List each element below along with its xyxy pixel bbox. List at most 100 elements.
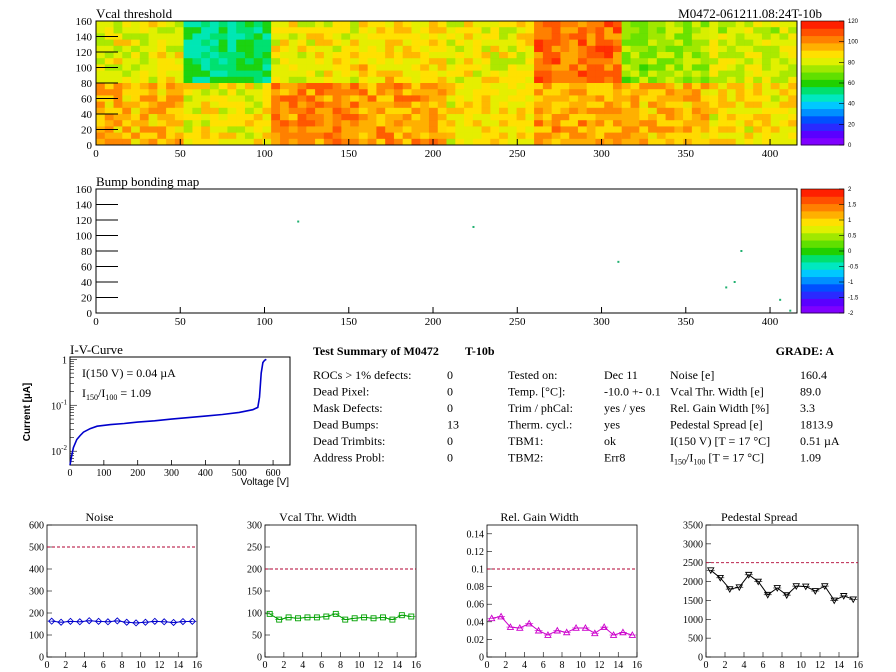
pixel-cell xyxy=(735,126,745,133)
pixel-cell xyxy=(323,138,333,146)
pixel-cell xyxy=(192,45,202,53)
pixel-cell xyxy=(735,27,745,34)
pixel-cell xyxy=(656,76,666,84)
pixel-cell xyxy=(595,101,605,109)
pixel-cell xyxy=(472,138,482,146)
pixel-cell xyxy=(376,58,386,65)
pixel-cell xyxy=(499,64,509,71)
pixel-cell xyxy=(113,52,123,59)
pixel-cell xyxy=(577,132,587,140)
bump-frame xyxy=(95,188,798,314)
pixel-cell xyxy=(192,107,202,115)
pixel-cell xyxy=(201,95,211,102)
pixel-cell xyxy=(428,33,439,40)
pixel-cell xyxy=(358,107,368,115)
pixel-cell xyxy=(551,101,561,109)
pixel-cell xyxy=(209,132,219,140)
pixel-cell xyxy=(297,120,307,127)
pixel-cell xyxy=(280,58,290,65)
pixel-cell xyxy=(464,21,474,28)
y-tick-label: 3500 xyxy=(683,521,703,532)
pixel-cell xyxy=(665,52,675,59)
pixel-cell xyxy=(122,21,132,28)
pixel-cell xyxy=(148,138,158,146)
pixel-cell xyxy=(709,120,719,127)
pixel-cell xyxy=(464,107,474,115)
pixel-cell xyxy=(288,132,298,140)
pixel-cell xyxy=(569,27,579,34)
pixel-cell xyxy=(315,45,325,53)
pixel-cell xyxy=(551,64,561,71)
summary-mid-label: TBM2: xyxy=(508,451,543,465)
pixel-cell xyxy=(542,101,552,109)
pixel-cell xyxy=(656,138,666,146)
pixel-cell xyxy=(376,39,386,47)
pixel-cell xyxy=(350,83,360,90)
pixel-cell xyxy=(385,76,395,84)
y-tick-label: 300 xyxy=(29,587,44,598)
pixel-cell xyxy=(253,58,263,65)
pixel-cell xyxy=(761,114,772,121)
pixel-cell xyxy=(428,76,439,84)
pixel-cell xyxy=(350,114,360,121)
pixel-cell xyxy=(753,114,763,121)
scale-tick-label: -1 xyxy=(848,280,854,286)
pixel-cell xyxy=(560,45,570,53)
pixel-cell xyxy=(464,58,474,65)
iv-x-tick-label: 300 xyxy=(164,468,179,479)
pixel-cell xyxy=(639,45,649,53)
pixel-cell xyxy=(691,21,701,28)
pixel-cell xyxy=(104,89,114,96)
pixel-cell xyxy=(630,126,640,133)
pixel-cell xyxy=(174,45,184,53)
pixel-cell xyxy=(735,95,745,102)
pixel-cell xyxy=(166,45,176,53)
pixel-cell xyxy=(209,39,219,47)
data-point xyxy=(123,618,131,626)
pixel-cell xyxy=(332,21,342,28)
pixel-cell xyxy=(586,64,596,71)
x-tick-label: 10 xyxy=(136,660,146,671)
pixel-cell xyxy=(753,132,763,140)
pixel-cell xyxy=(770,95,780,102)
data-point xyxy=(516,624,524,631)
x-tick-label: 4 xyxy=(82,660,87,671)
pixel-cell xyxy=(297,83,307,90)
pixel-cell xyxy=(122,138,132,146)
x-tick-label: 16 xyxy=(632,660,642,671)
pixel-cell xyxy=(569,114,579,121)
pixel-cell xyxy=(560,52,570,59)
pixel-cell xyxy=(691,132,701,140)
pixel-cell xyxy=(358,138,368,146)
pixel-cell xyxy=(691,58,701,65)
pixel-cell xyxy=(288,120,298,127)
pixel-cell xyxy=(788,114,798,121)
summary-grade: GRADE: A xyxy=(776,344,835,358)
pixel-cell xyxy=(376,89,386,96)
pixel-cell xyxy=(551,107,561,115)
pixel-cell xyxy=(148,101,158,109)
pixel-cell xyxy=(166,107,176,115)
pixel-cell xyxy=(718,45,728,53)
pixel-cell xyxy=(148,76,158,84)
pixel-cell xyxy=(96,45,106,53)
pixel-cell xyxy=(157,76,167,84)
pixel-cell xyxy=(718,76,728,84)
pixel-cell xyxy=(507,101,517,109)
pixel-cell xyxy=(315,70,325,78)
pixel-cell xyxy=(385,21,395,28)
pixel-cell xyxy=(201,33,211,40)
pixel-cell xyxy=(604,70,614,78)
pixel-cell xyxy=(691,27,701,34)
pixel-cell xyxy=(236,89,246,96)
pixel-cell xyxy=(376,64,386,71)
pixel-cell xyxy=(621,101,631,109)
pixel-cell xyxy=(113,70,123,78)
pixel-cell xyxy=(358,83,368,90)
pixel-cell xyxy=(481,39,491,47)
y-tick-label: 160 xyxy=(76,184,93,196)
data-point xyxy=(744,571,753,579)
pixel-cell xyxy=(490,39,500,47)
pixel-cell xyxy=(131,101,141,109)
pixel-cell xyxy=(183,21,193,28)
